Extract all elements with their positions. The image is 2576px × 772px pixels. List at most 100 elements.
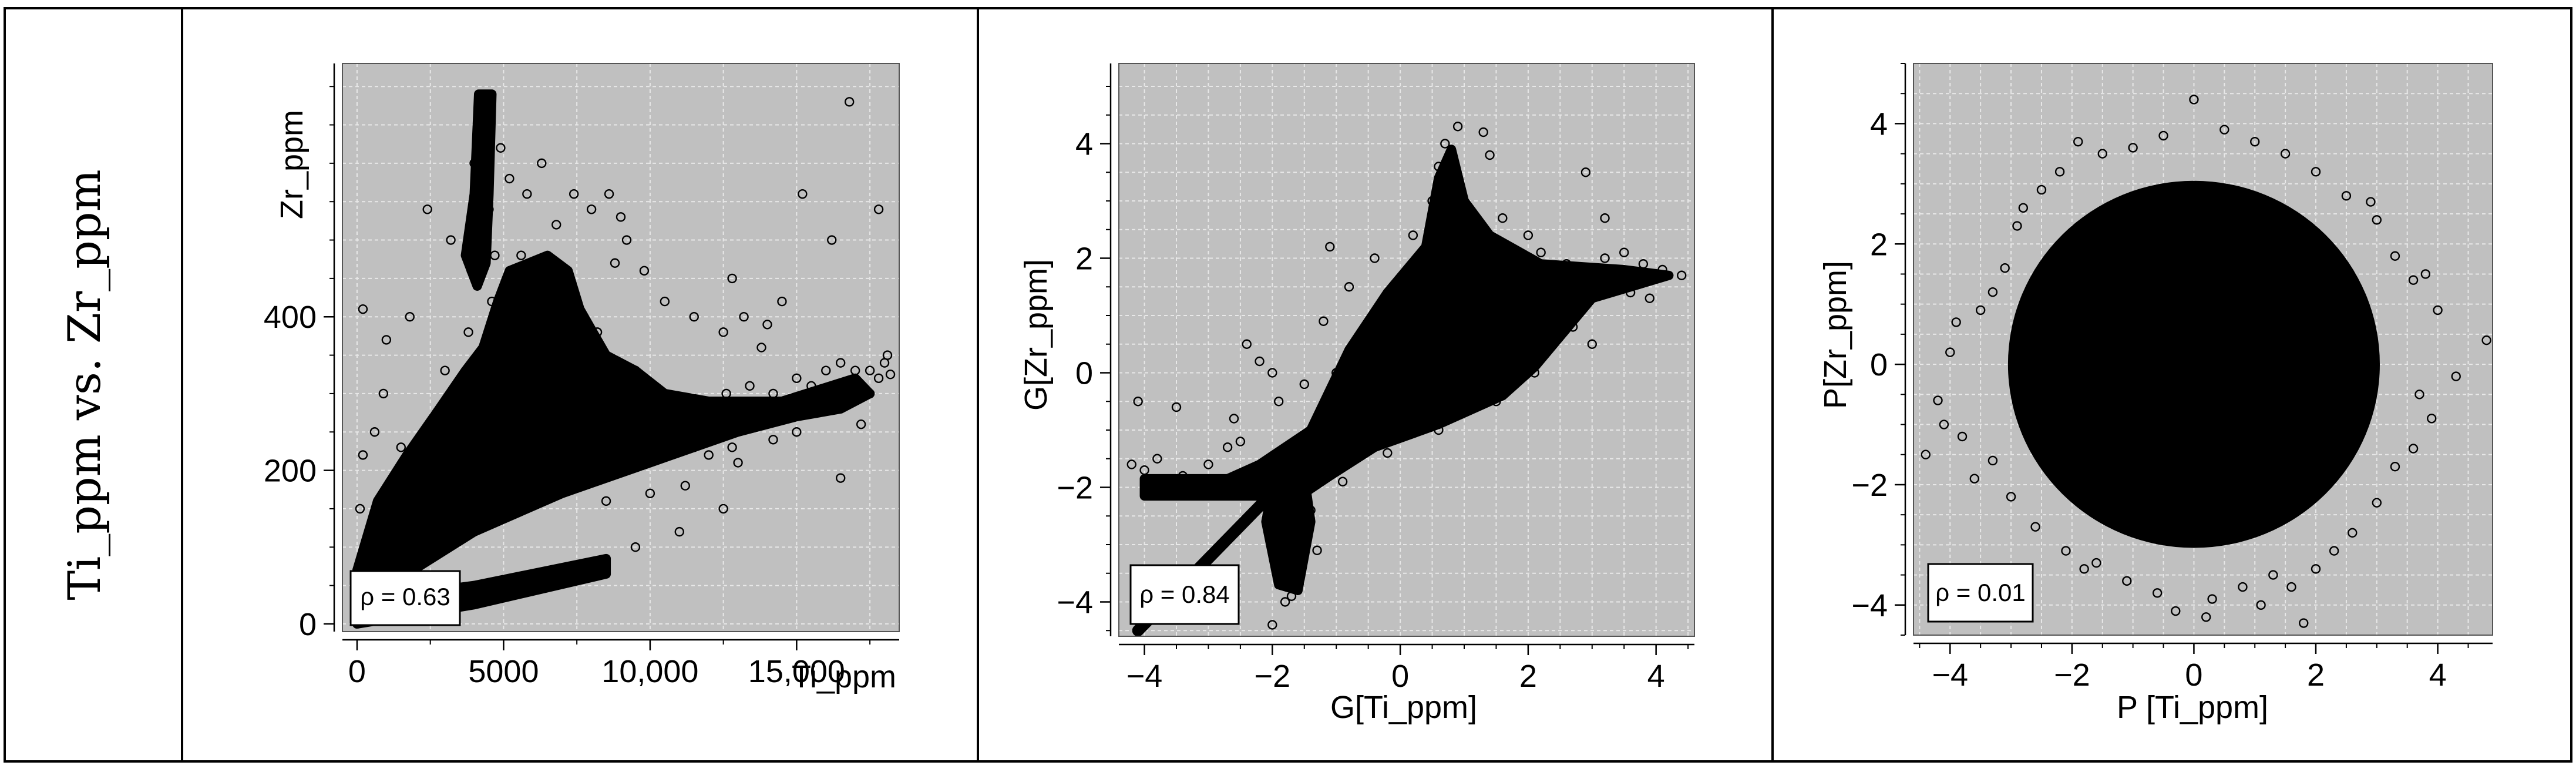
scatter-point <box>440 365 450 375</box>
scatter-point <box>601 496 611 506</box>
scatter-point <box>777 296 787 307</box>
scatter-point <box>2390 251 2400 261</box>
x-tick-label: −2 <box>2054 657 2090 693</box>
scatter-point <box>543 573 553 583</box>
x-tick-label: −4 <box>1126 659 1163 694</box>
scatter-point <box>777 411 787 422</box>
scatter-point <box>660 296 670 307</box>
scatter-point <box>469 481 479 491</box>
scatter-point <box>2451 371 2461 381</box>
scatter-point <box>1299 379 1309 390</box>
y-tick-label: 4 <box>1075 127 1093 162</box>
scatter-point <box>375 534 386 545</box>
scatter-point <box>756 343 766 353</box>
scatter-point <box>466 266 476 276</box>
scatter-point <box>2433 305 2443 315</box>
scatter-point <box>1191 482 1200 492</box>
table-border <box>4 7 2572 763</box>
scatter-point <box>2256 600 2266 610</box>
scatter-point <box>1421 402 1431 412</box>
scatter-points <box>1126 122 1687 630</box>
scatter-point <box>768 435 778 445</box>
scatter-point <box>850 365 860 375</box>
scatter-point <box>1363 328 1373 338</box>
dense-region <box>1261 471 1316 595</box>
scatter-point <box>387 504 398 514</box>
scatter-point <box>1267 368 1277 378</box>
scatter-point <box>2329 546 2339 556</box>
scatter-point <box>1286 591 1297 601</box>
scatter-point <box>1383 448 1393 458</box>
scatter-point <box>516 250 526 260</box>
scatter-point <box>1178 471 1188 481</box>
scatter-point <box>369 427 380 437</box>
scatter-point <box>2280 149 2291 159</box>
scatter-point <box>411 465 421 475</box>
scatter-point <box>1459 207 1469 217</box>
x-tick-label: 2 <box>2307 657 2325 693</box>
scatter-point <box>1235 437 1246 447</box>
scatter-point <box>2372 215 2382 225</box>
scatter-point <box>1440 139 1450 149</box>
scatter-point <box>1344 282 1354 292</box>
scatter-point <box>469 158 479 169</box>
scatter-point <box>1133 397 1143 407</box>
plot-frame <box>342 63 900 632</box>
scatter-point <box>2097 149 2107 159</box>
scatter-point <box>689 312 699 322</box>
dense-region <box>352 250 875 629</box>
scatter-point <box>2408 444 2419 454</box>
scatter-point <box>2372 498 2382 508</box>
scatter-point <box>2268 570 2278 580</box>
scatter-point <box>674 526 684 537</box>
scatter-point <box>1312 545 1322 555</box>
x-tick-label: 4 <box>1647 659 1665 694</box>
scatter-point <box>381 335 392 345</box>
scatter-point <box>1613 270 1623 280</box>
scatter-point <box>621 235 632 245</box>
scatter-point <box>1319 316 1329 326</box>
y-tick-label: 4 <box>1870 106 1888 142</box>
scatter-point <box>1600 253 1610 263</box>
scatter-point <box>1568 322 1578 332</box>
x-tick-label: 15,000 <box>748 654 845 689</box>
scatter-point <box>551 358 561 368</box>
scatter-point <box>768 388 778 399</box>
scatter-point <box>505 427 514 437</box>
scatter-point <box>630 365 641 375</box>
scatter-point <box>680 481 690 491</box>
scatter-point <box>844 97 855 107</box>
scatter-point <box>487 296 497 307</box>
scatter-point <box>1472 356 1482 367</box>
annotation-box <box>349 570 461 626</box>
scatter-point <box>1921 449 1931 459</box>
dense-region <box>1203 145 1674 498</box>
scatter-point <box>2036 184 2047 195</box>
scatter-point <box>422 204 432 214</box>
scatter-point <box>1452 122 1463 132</box>
scatter-point <box>1975 305 1986 315</box>
scatter-point <box>721 388 731 399</box>
scatter-point <box>1645 293 1654 303</box>
scatter-point <box>1498 213 1508 223</box>
scatter-point <box>698 404 708 414</box>
scatter-point <box>1536 247 1546 257</box>
scatter-point <box>2079 564 2089 574</box>
scatter-point <box>616 212 626 222</box>
scatter-point <box>378 388 389 399</box>
scatter-point <box>481 120 491 130</box>
scatter-point <box>1165 476 1175 486</box>
scatter-point <box>1434 425 1444 435</box>
scatter-point <box>645 442 655 452</box>
axes: 0 5000 10,000 15,000 0 200 400 <box>264 63 900 689</box>
scatter-point <box>745 381 755 391</box>
scatter-point <box>2311 167 2321 177</box>
scatter-point <box>815 388 825 399</box>
scatter-point <box>727 273 737 284</box>
scatter-point <box>1945 347 1955 357</box>
x-tick-label: −4 <box>1932 657 1968 693</box>
scatter-point <box>689 442 699 452</box>
scatter-point <box>571 388 582 399</box>
scatter-point <box>543 273 553 284</box>
scatter-point <box>2128 143 2138 153</box>
